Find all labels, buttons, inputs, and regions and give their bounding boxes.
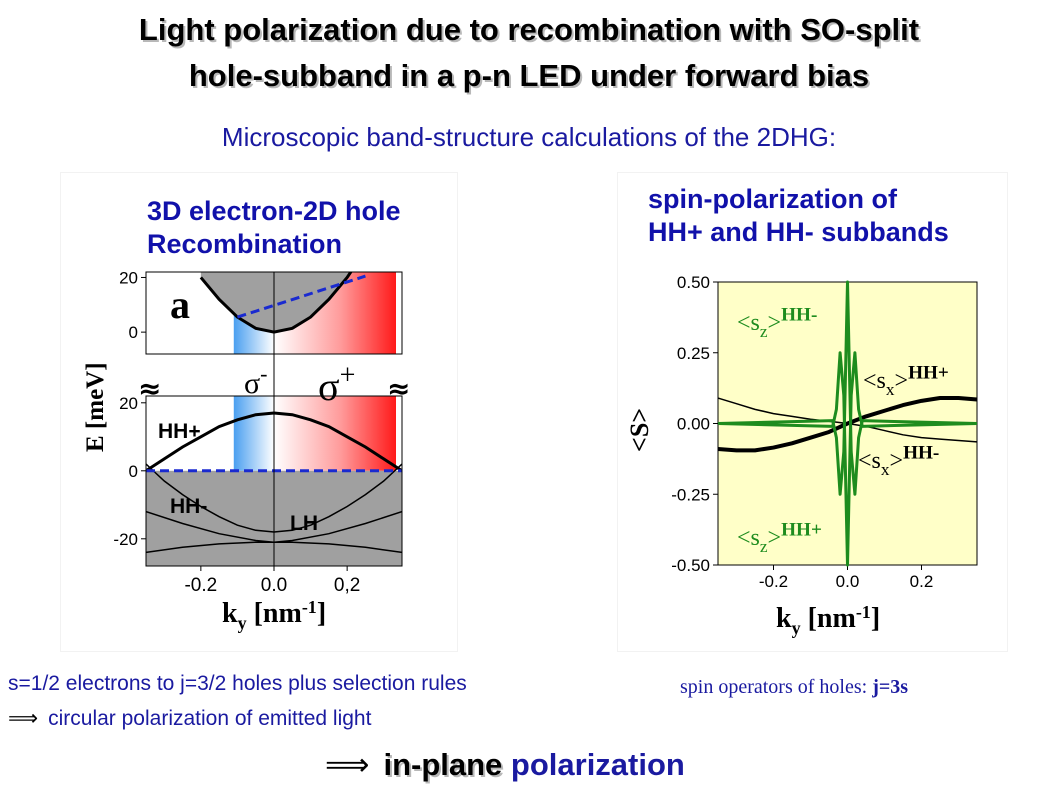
axis-break-icon: ≈ (387, 372, 410, 405)
sigma-plus-label: σ+ (318, 360, 355, 409)
x-tick-label: 0.0 (836, 572, 860, 591)
y-tick-label: 0.50 (677, 273, 710, 292)
spin-relation-text: j=3s (872, 676, 909, 698)
y-tick-label: -0.50 (671, 556, 710, 575)
band-label-hh-minus: HH- (170, 495, 207, 518)
implies-arrow-icon: ⟹ (325, 747, 370, 782)
conclusion-line: ⟹ in-plane polarization (325, 747, 685, 783)
slide-title-line-2: hole-subband in a p-n LED under forward … (188, 58, 870, 93)
spin-operators-note: spin operators of holes: j=3s (680, 676, 908, 699)
right-panel-title-line-1: spin-polarization of (648, 184, 897, 214)
label-sx-hh-minus: <sx>HH- (858, 442, 939, 479)
conduction-band-curve (199, 272, 353, 334)
y-tick-label-lower: -20 (113, 530, 138, 549)
circular-polarization-text: circular polarization of emitted light (48, 707, 372, 730)
slide-title-line-1: Light polarization due to recombination … (138, 12, 920, 47)
side-branch-curve (146, 463, 275, 533)
spin-operators-text: spin operators of holes: (680, 676, 873, 698)
x-axis-label: ky [nm-1] (776, 602, 880, 638)
x-tick-label: -0.2 (184, 575, 217, 596)
x-tick-label: 0,2 (334, 575, 360, 596)
x-tick-label: -0.2 (759, 572, 788, 591)
band-label-hh-plus: HH+ (158, 420, 201, 443)
selection-rules-text: s=1/2 electrons to j=3/2 holes plus sele… (8, 672, 467, 695)
circular-polarization-line: ⟹ circular polarization of emitted light (8, 706, 371, 731)
sigma-plus-region-lower (274, 396, 396, 471)
conclusion-text: polarization (502, 747, 685, 782)
right-panel-title-line-2: HH+ and HH- subbands (648, 217, 949, 247)
y-tick-label-upper: 20 (119, 268, 138, 287)
slide-subtitle: Microscopic band-structure calculations … (221, 122, 837, 152)
x-tick-label: 0.0 (261, 575, 287, 596)
implies-arrow-icon: ⟹ (8, 707, 39, 730)
left-figure-frame (60, 172, 458, 652)
series-sz-hh-plus (717, 351, 978, 567)
upper-axis-region (199, 272, 396, 354)
y-tick-label: -0.25 (671, 485, 710, 504)
sigma-minus-region-lower (233, 396, 274, 471)
right-panel-title: spin-polarization of HH+ and HH- subband… (648, 183, 949, 249)
x-tick-label: 0.2 (910, 572, 934, 591)
conduction-dashed-line (236, 274, 366, 319)
series-sx-hh-minus (717, 396, 978, 453)
band-label-lh: LH (290, 512, 318, 535)
label-sx-hh-plus: <sx>HH+ (863, 362, 949, 399)
y-tick-label: 0.00 (677, 415, 710, 434)
conclusion-highlight: in-plane (383, 747, 503, 782)
y-axis-label: <S> (625, 408, 654, 452)
y-tick-label: 0.25 (677, 344, 710, 363)
panel-label-a: a (170, 282, 190, 327)
series-sz-hh-minus (717, 280, 978, 496)
y-tick-label-lower: 0 (129, 462, 138, 481)
x-axis-label: ky [nm-1] (222, 597, 326, 633)
right-figure-frame (617, 172, 1008, 652)
left-panel-title-line-2: Recombination (147, 229, 343, 259)
left-panel-title: 3D electron-2D hole Recombination (147, 195, 401, 261)
left-panel-title-line-1: 3D electron-2D hole (147, 196, 401, 226)
axis-break-icon: ≈ (138, 372, 161, 405)
label-sz-hh-minus: <sz>HH- (737, 304, 817, 341)
label-sz-hh-plus: <sz>HH+ (737, 519, 822, 556)
sigma-minus-label: σ- (244, 361, 268, 400)
y-axis-label: E [meV] (82, 362, 109, 452)
y-tick-label-lower: 20 (119, 394, 138, 413)
y-tick-label-upper: 0 (129, 323, 138, 342)
side-branch-curve-mirror (273, 463, 402, 533)
